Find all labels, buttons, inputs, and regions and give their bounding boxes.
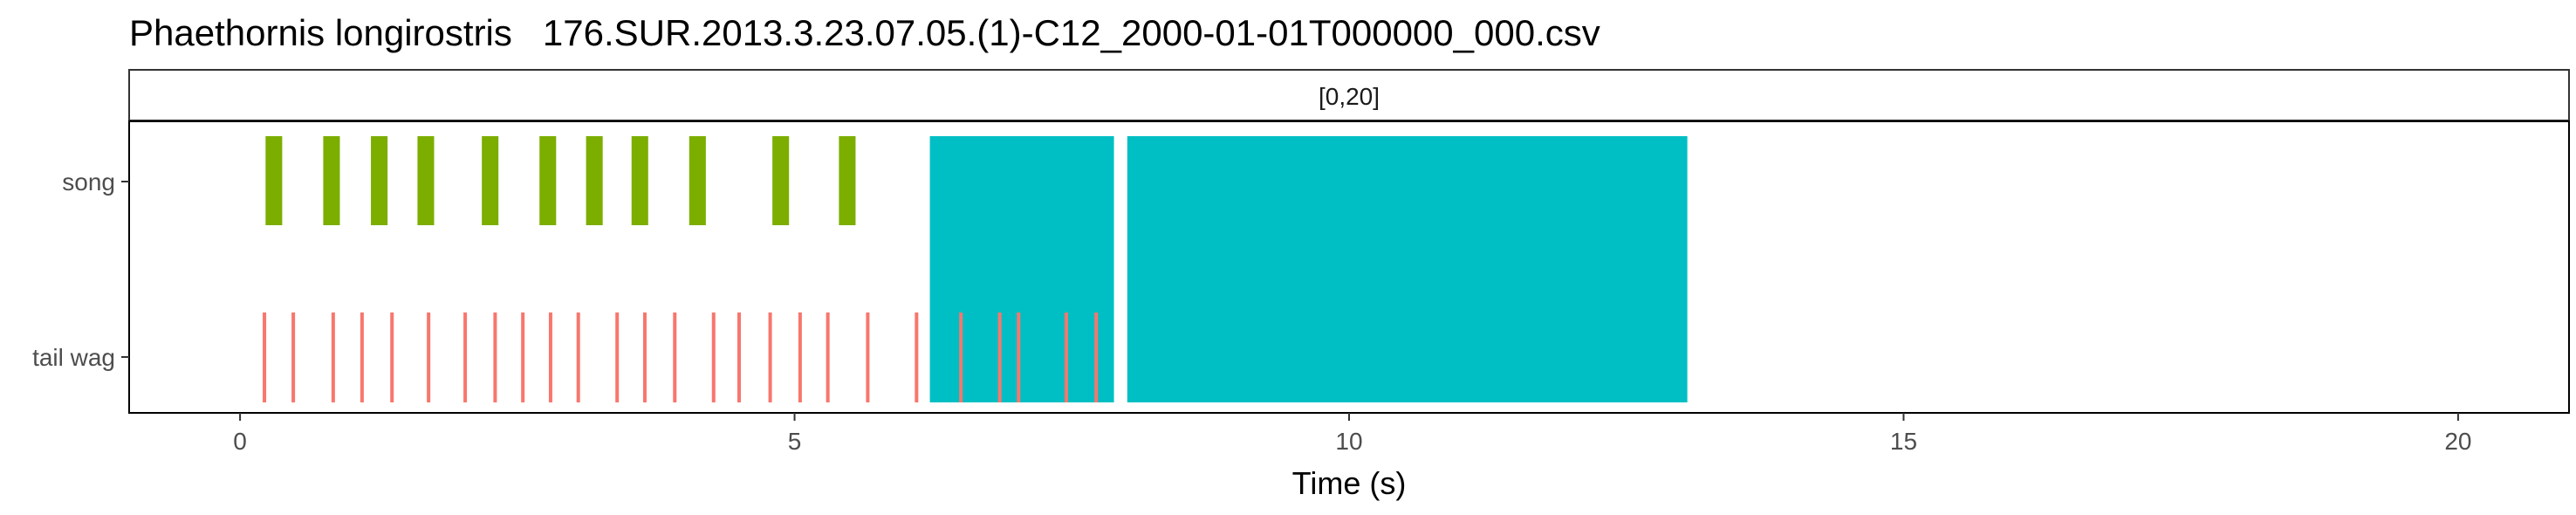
tail-wag-series (263, 312, 1099, 402)
facet-strip-label: [0,20] (1319, 83, 1380, 110)
song-segment-6 (539, 136, 557, 225)
chart-title: Phaethornis longirostris 176.SUR.2013.3.… (129, 12, 1600, 53)
song-segment-2 (323, 136, 340, 225)
x-tick-label-15: 15 (1890, 428, 1917, 455)
x-tick-label-20: 20 (2444, 428, 2471, 455)
song-segment-11 (839, 136, 856, 225)
x-axis: 0 5 10 15 20 (233, 413, 2471, 455)
song-segment-9 (689, 136, 706, 225)
song-segment-5 (482, 136, 499, 225)
song-segment-4 (417, 136, 435, 225)
y-axis: song tail wag (32, 168, 129, 371)
x-axis-title: Time (s) (1292, 465, 1407, 501)
song-segment-10 (772, 136, 790, 225)
x-tick-label-0: 0 (233, 428, 247, 455)
song-segment-8 (631, 136, 648, 225)
highlight-region-2 (1127, 136, 1688, 402)
y-tick-label-song: song (62, 168, 115, 196)
song-series (265, 136, 856, 225)
song-segment-7 (586, 136, 603, 225)
x-tick-label-10: 10 (1335, 428, 1362, 455)
highlight-regions (929, 136, 1688, 402)
y-tick-label-tail-wag: tail wag (32, 344, 115, 371)
highlight-region-1 (929, 136, 1114, 402)
x-tick-label-5: 5 (788, 428, 802, 455)
song-segment-3 (371, 136, 388, 225)
song-segment-1 (265, 136, 283, 225)
facet-strip (128, 69, 2570, 121)
